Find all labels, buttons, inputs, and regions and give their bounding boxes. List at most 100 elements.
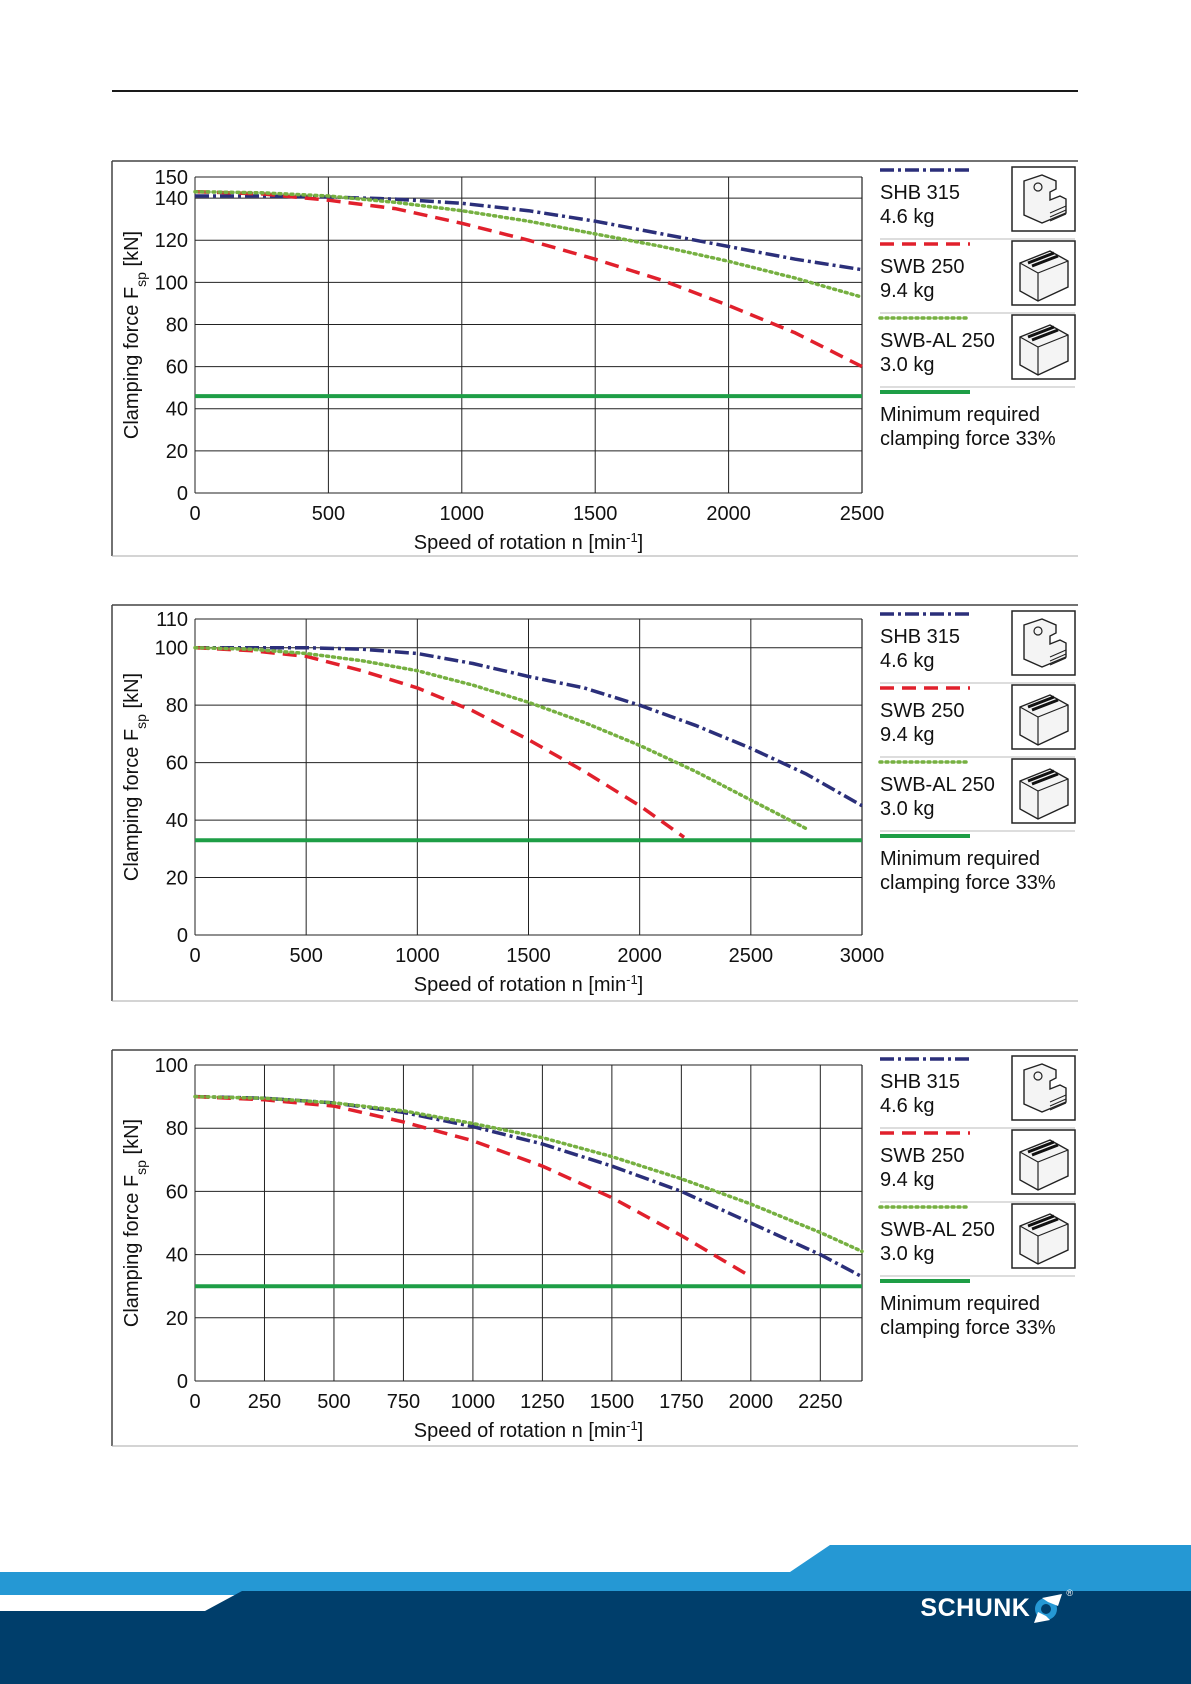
y-tick-label: 100 [155, 1055, 188, 1077]
legend-weight-swb: 9.4 kg [880, 280, 934, 302]
footer-light-band [0, 1545, 1191, 1595]
y-axis-label-unit: [kN] [121, 1119, 143, 1160]
x-axis-label-exponent: -1 [626, 530, 638, 545]
y-tick-label: 60 [166, 357, 188, 379]
legend-name-swbal: SWB-AL 250 [880, 774, 995, 796]
legend-name-swbal: SWB-AL 250 [880, 330, 995, 352]
y-axis-label-subscript: sp [133, 272, 149, 287]
legend-weight-shb: 4.6 kg [880, 206, 934, 228]
y-tick-label: 20 [166, 441, 188, 463]
legend-min-line1: Minimum required [880, 1293, 1040, 1315]
x-tick-label: 0 [189, 1391, 200, 1413]
y-tick-label: 100 [155, 272, 188, 294]
jaw-swb-edges [1019, 334, 1069, 375]
x-tick-label: 0 [189, 503, 200, 525]
x-tick-label: 2500 [729, 945, 774, 967]
legend-min-line1: Minimum required [880, 848, 1040, 870]
x-tick-label: 2000 [729, 1391, 774, 1413]
schunk-logo: SCHUNK ® [920, 1578, 1073, 1638]
registered-mark: ® [1066, 1588, 1073, 1598]
y-tick-label: 40 [166, 810, 188, 832]
logo-gripper-icon [1034, 1594, 1063, 1623]
x-tick-label: 1250 [520, 1391, 565, 1413]
y-tick-label: 0 [177, 1371, 188, 1393]
y-tick-label: 40 [166, 399, 188, 421]
jaw-swb-groove [1027, 325, 1059, 342]
x-axis-label-exponent: -1 [626, 972, 638, 987]
legend-name-shb: SHB 315 [880, 626, 960, 648]
series-line-shb [195, 645, 863, 808]
series-line-swb [194, 189, 863, 369]
legend-min-line1: Minimum required [880, 404, 1040, 426]
y-tick-label: 140 [155, 188, 188, 210]
jaw-shb-serration [1049, 1094, 1067, 1111]
x-tick-label: 1500 [506, 945, 551, 967]
footer-band [0, 1545, 1191, 1684]
x-tick-label: 1000 [395, 945, 440, 967]
legend-weight-swbal: 3.0 kg [880, 1243, 934, 1265]
footer-dark-band [0, 1591, 1191, 1684]
series-line-shb [195, 194, 863, 272]
x-axis-label-exponent: -1 [626, 1418, 638, 1433]
x-tick-label: 500 [317, 1391, 350, 1413]
jaw-shb-hole [1033, 626, 1043, 636]
x-axis-label: Speed of rotation n [min-1] [414, 1418, 643, 1443]
logo-text: SCHUNK [920, 1593, 1031, 1622]
legend-weight-shb: 4.6 kg [880, 1095, 934, 1117]
jaw-swb-icon [1019, 1139, 1069, 1191]
y-axis-label-subscript: sp [133, 1160, 149, 1175]
jaw-swb-edges [1019, 778, 1069, 819]
y-axis-label: Clamping force Fsp [kN] [121, 231, 149, 439]
x-tick-label: 250 [248, 1391, 281, 1413]
x-tick-label: 2000 [617, 945, 662, 967]
legend-weight-swbal: 3.0 kg [880, 798, 934, 820]
jaw-swb-edges [1019, 1149, 1069, 1190]
y-axis-label: Clamping force Fsp [kN] [121, 1119, 149, 1327]
jaw-shb-hole [1033, 182, 1043, 192]
chart-panel-2: 0 20 40 60 80 100 110 0 500 1000 1500 2000 2500 3000 S… [111, 604, 1078, 1002]
jaw-swb-groove [1027, 251, 1059, 268]
x-tick-label: 750 [387, 1391, 420, 1413]
x-tick-label: 1000 [451, 1391, 496, 1413]
legend-weight-swb: 9.4 kg [880, 1169, 934, 1191]
jaw-swb-groove [1027, 1214, 1059, 1231]
y-tick-label: 150 [155, 167, 188, 189]
legend-name-shb: SHB 315 [880, 1071, 960, 1093]
x-tick-label: 1500 [573, 503, 618, 525]
y-tick-label: 80 [166, 695, 188, 717]
y-axis-label-unit: [kN] [121, 673, 143, 714]
jaw-swb-icon [1019, 768, 1069, 820]
jaw-swb-edges [1019, 1223, 1069, 1264]
jaw-swb-icon [1019, 324, 1069, 376]
x-tick-label: 3000 [840, 945, 885, 967]
y-tick-label: 20 [166, 868, 188, 890]
series-line-swb [194, 645, 686, 839]
y-tick-label: 60 [166, 753, 188, 775]
legend-name-swb: SWB 250 [880, 256, 964, 278]
legend-min-line2: clamping force 33% [880, 872, 1056, 894]
jaw-swb-edges [1019, 260, 1069, 301]
x-tick-label: 500 [289, 945, 322, 967]
legend-weight-swbal: 3.0 kg [880, 354, 934, 376]
x-tick-label: 500 [312, 503, 345, 525]
series-line-swbal [193, 1094, 864, 1254]
legend-weight-swb: 9.4 kg [880, 724, 934, 746]
x-tick-label: 0 [189, 945, 200, 967]
jaw-swb-icon [1019, 694, 1069, 746]
y-tick-label: 120 [155, 230, 188, 252]
x-tick-label: 1000 [440, 503, 485, 525]
series-line-shb [194, 1094, 863, 1279]
y-tick-label: 60 [166, 1181, 188, 1203]
legend-name-swb: SWB 250 [880, 1145, 964, 1167]
y-tick-label: 100 [155, 638, 188, 660]
x-tick-label: 2250 [798, 1391, 843, 1413]
jaw-swb-groove [1027, 695, 1059, 712]
y-tick-label: 80 [166, 314, 188, 336]
series-line-swbal [193, 189, 864, 299]
jaw-shb-serration [1049, 649, 1067, 666]
